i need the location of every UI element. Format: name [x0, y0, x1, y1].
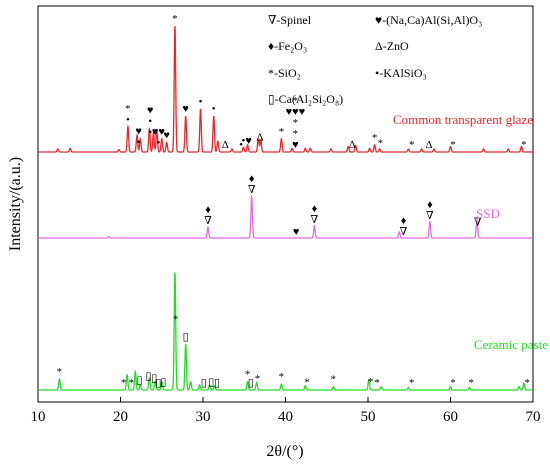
phase-marker: ▯ [208, 377, 214, 389]
phase-marker: ▯ [136, 374, 142, 386]
series-label-3: Ceramic paste [474, 337, 548, 352]
phase-marker: * [468, 377, 474, 389]
phase-marker: * [374, 377, 380, 389]
series-line-2 [38, 195, 533, 239]
marker-layer: •*•♥ ••♥•♥♥♥*♥••Δ ••♥ Δ *♥**♥♥♥*Δ* * * Δ * *∇♦∇♦♥… [57, 13, 530, 389]
phase-marker: * [521, 139, 527, 151]
legend-entry: *-SiO₂ [268, 66, 301, 80]
phase-marker: * [128, 377, 134, 389]
x-tick-label: 30 [196, 409, 211, 425]
phase-marker: •♥ [135, 126, 142, 149]
legend-entry: Δ-ZnO [375, 39, 409, 53]
phase-marker: * [255, 373, 261, 385]
phase-marker: ••♥ [147, 105, 154, 139]
phase-marker: ▯ [145, 371, 151, 383]
phase-marker: * [372, 132, 378, 144]
phase-marker: * [450, 139, 456, 151]
phase-marker: ♥ [182, 103, 189, 115]
phase-marker: ▯ [201, 377, 207, 389]
phase-marker: •♥ [242, 135, 252, 147]
phase-marker: * [524, 377, 530, 389]
phase-marker: ∇♦ [248, 173, 256, 196]
series-label-layer: Common transparent glaze SSD Ceramic paste [393, 112, 548, 352]
x-tick-label: 70 [526, 409, 541, 425]
x-tick-label: 60 [443, 409, 458, 425]
phase-marker: ♥ [293, 226, 300, 238]
phase-marker: * [409, 139, 415, 151]
phase-marker: • [199, 96, 203, 108]
phase-marker: •* [125, 103, 131, 126]
phase-marker: ▯ [160, 376, 166, 388]
phase-marker: * [331, 374, 337, 386]
phase-marker: * [245, 369, 251, 381]
phase-marker: Δ [425, 139, 432, 151]
phase-marker: ▯ [151, 373, 157, 385]
phase-marker: Δ [349, 139, 356, 151]
series-line-1 [38, 25, 533, 153]
x-axis-title: 2θ/(°) [266, 443, 303, 460]
legend-entry: ♦-Fe₂O₃ [268, 39, 307, 53]
phase-marker: ∇ [474, 216, 482, 228]
phase-marker: * [279, 371, 285, 383]
phase-marker: * [57, 366, 63, 378]
series-line-3 [38, 272, 533, 391]
phase-marker: ▯ [214, 377, 220, 389]
legend: ∇-Spinel ♦-Fe₂O₃ *-SiO₂ ▯-Ca(Al₂Si₂O₈) ♥-(Na… [268, 13, 482, 106]
phase-marker: * [409, 377, 415, 389]
legend-entry: •-KAlSiO₃ [375, 66, 427, 80]
phase-marker: •♥♥ [152, 126, 165, 149]
x-tick-label: 40 [278, 409, 293, 425]
phase-marker: * [304, 377, 310, 389]
phase-marker: ▯ [183, 331, 189, 343]
phase-marker: ∇♦ [426, 199, 434, 222]
phase-marker: ∇♦ [400, 215, 408, 238]
phase-marker: * [279, 126, 285, 138]
phase-marker: • [239, 139, 243, 151]
x-tick-label: 20 [113, 409, 128, 425]
phase-marker: ♥ [163, 129, 170, 141]
phase-marker: • [212, 103, 216, 115]
phase-marker: ∇♦ [204, 204, 212, 227]
legend-entry: ▯-Ca(Al₂Si₂O₈) [268, 92, 343, 106]
phase-marker: * [121, 377, 127, 389]
phase-marker: * [368, 376, 374, 388]
series-layer [38, 25, 533, 391]
x-tick-label: 10 [31, 409, 46, 425]
series-label-2: SSD [476, 206, 500, 221]
phase-marker: * [378, 137, 384, 149]
phase-marker: ∇♦ [311, 203, 319, 226]
phase-marker: Δ [222, 139, 229, 151]
y-axis-title: Intensity/(a.u.) [7, 157, 24, 251]
phase-marker: * [172, 13, 178, 25]
x-tick-label: 50 [361, 409, 376, 425]
phase-marker: Δ [256, 131, 263, 143]
phase-marker: ♥**♥♥♥* [286, 95, 306, 151]
phase-marker: * [450, 377, 456, 389]
legend-entry: ∇-Spinel [268, 13, 312, 27]
x-axis-ticks: 10 20 30 40 50 60 70 [31, 397, 541, 425]
phase-marker: * [173, 314, 179, 326]
series-label-1: Common transparent glaze [393, 112, 533, 127]
legend-entry: ♥-(Na,Ca)Al(Si,Al)O₃ [375, 13, 482, 27]
phase-marker: ▯ [155, 377, 161, 389]
phase-marker: ▯ [248, 377, 254, 389]
